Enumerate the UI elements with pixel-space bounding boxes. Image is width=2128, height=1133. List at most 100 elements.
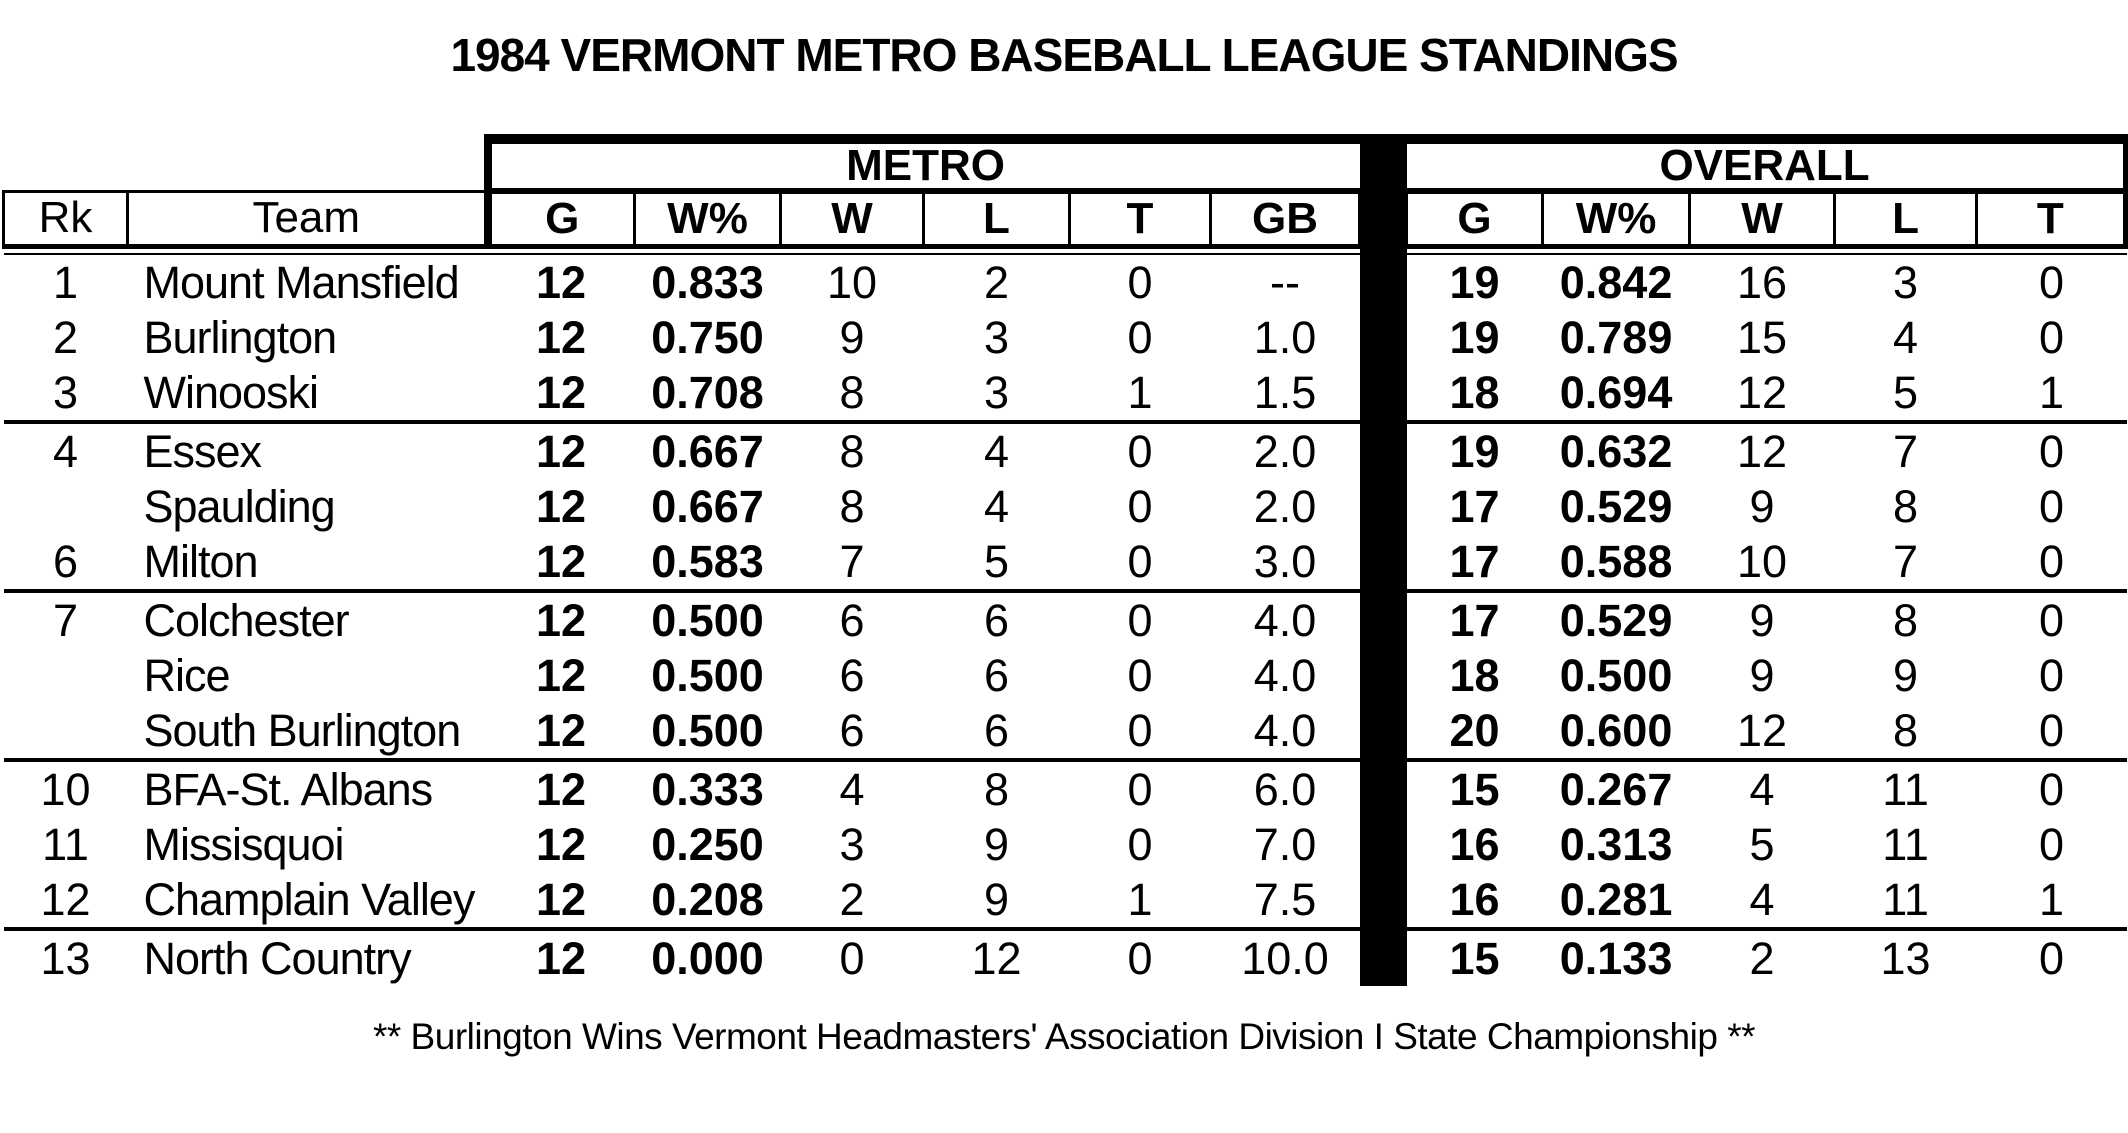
overall-stat-cell: 10 [1689,534,1835,593]
metro-stat-cell: 8 [839,481,865,532]
metro-stat-cell: 2 [983,257,1010,308]
double-rule-left [3,246,1360,255]
metro-stat-cell: 10 [826,257,878,308]
standings-row: 1 Mount Mansfield 12 0.833 10 2 0 -- 19 0.842 16 3 0 [4,254,2127,310]
overall-stat-cell: 17 [1449,595,1500,646]
overall-stat-cell: 0.313 [1559,819,1673,870]
divider-bar [1359,872,1407,931]
rank-cell [3,703,128,762]
metro-stat-cell: 0.000 [651,933,764,984]
overall-stat-cell: 0 [2039,933,2065,984]
metro-stat-cell: 7.5 [1210,872,1360,931]
divider-bar [1359,365,1407,424]
overall-stat-cell: 4 [1749,764,1775,815]
metro-stat-cell: 1 [1069,365,1211,424]
overall-stat-cell: 5 [1749,819,1775,870]
rank-cell [4,648,128,703]
overall-stat-cell: 0.588 [1542,534,1690,593]
team-cell: Winooski [127,365,488,424]
overall-stat-cell: 0.842 [1559,257,1673,308]
overall-stat-cell: 9 [1749,650,1775,701]
overall-stat-cell: 13 [1880,933,1931,984]
metro-stat-cell: 7.0 [1253,819,1317,870]
standings-row: South Burlington 12 0.500 6 6 0 4.0 20 0.600 12 8 0 [3,703,2127,762]
overall-stat-cell: 15 [1449,764,1500,815]
standings-row: 10 BFA-St. Albans 12 0.333 4 8 0 6.0 15 0.267 4 11 0 [4,760,2127,817]
metro-stat-cell: 0 [1127,595,1153,646]
metro-stat-cell: 6 [983,595,1010,646]
overall-stat-cell: 20 [1406,703,1543,762]
overall-stat-cell: 0 [2039,426,2065,477]
overall-stat-cell: 1 [1976,872,2127,931]
metro-stat-cell: 0.500 [651,650,764,701]
overall-stat-cell: 8 [1834,703,1977,762]
metro-w-header: W [779,189,925,249]
metro-stat-cell: 0.667 [651,481,764,532]
header-double-rule [3,246,2127,255]
overall-stat-cell: 0 [2039,650,2065,701]
overall-stat-cell: 11 [1834,872,1977,931]
overall-stat-cell: 19 [1449,257,1500,308]
divider-bar [1359,422,1407,479]
standings-row: 13 North Country 12 0.000 0 12 0 10.0 15 0.133 2 13… [4,929,2127,986]
divider-bar [1359,479,1407,534]
metro-stat-cell: 0 [1069,703,1211,762]
metro-stat-cell: 4 [839,764,865,815]
metro-stat-cell: 12 [535,819,587,870]
overall-stat-cell: 2 [1749,933,1775,984]
overall-stat-cell: 8 [1893,595,1919,646]
standings-body: 1 Mount Mansfield 12 0.833 10 2 0 -- 19 0.842 16 3 0… [3,254,2127,986]
team-cell: North Country [143,933,412,984]
divider-bar [1359,134,1407,191]
overall-stat-cell: 0.694 [1542,365,1690,424]
divider-bar [1359,254,1407,310]
metro-stat-cell: 12 [535,481,587,532]
divider-bar [1359,760,1407,817]
overall-stat-cell: 16 [1449,819,1500,870]
standings-row: 4 Essex 12 0.667 8 4 0 2.0 19 0.632 12 7 0 [4,422,2127,479]
metro-stat-cell: 3.0 [1210,534,1360,593]
overall-stat-cell: 1 [1976,365,2127,424]
group-header-blank [4,139,488,191]
team-cell: Rice [143,650,231,701]
metro-g-header: G [483,189,636,249]
team-cell: Mount Mansfield [143,257,460,308]
overall-stat-cell: 0.529 [1559,481,1673,532]
rank-cell [4,479,128,534]
metro-stat-cell: 4.0 [1210,703,1360,762]
metro-stat-cell: 12 [535,312,587,363]
metro-stat-cell: 2.0 [1253,481,1317,532]
double-rule-right [1406,246,2127,255]
overall-stat-cell: 0.281 [1542,872,1690,931]
standings-row: 2 Burlington 12 0.750 9 3 0 1.0 19 0.789 15 4 0 [4,310,2127,365]
overall-stat-cell: 17 [1449,481,1500,532]
overall-stat-cell: 8 [1893,481,1919,532]
metro-stat-cell: 12 [535,257,587,308]
overall-stat-cell: 12 [1689,703,1835,762]
overall-stat-cell: 0.632 [1559,426,1673,477]
standings-row: 6 Milton 12 0.583 7 5 0 3.0 17 0.588 10 7 0 [3,534,2127,593]
divider-bar [1359,703,1407,762]
overall-stat-cell: 0 [2039,481,2065,532]
overall-stat-cell: 3 [1893,257,1919,308]
metro-stat-cell: 9 [923,872,1070,931]
standings-table: METRO OVERALL Rk Team G W% W L T GB G W%… [2,134,2128,986]
metro-stat-cell: 2.0 [1253,426,1317,477]
overall-stat-cell: 4 [1689,872,1835,931]
metro-stat-cell: 0 [1127,650,1153,701]
standings-row: 12 Champlain Valley 12 0.208 2 9 1 7.5 16 0.281 4 1… [3,872,2127,931]
metro-stat-cell: 9 [839,312,865,363]
overall-t-header: T [1975,189,2128,249]
metro-stat-cell: 3 [923,365,1070,424]
metro-stat-cell: 4 [983,426,1010,477]
overall-stat-cell: 9 [1749,481,1775,532]
overall-stat-cell: 0.267 [1559,764,1673,815]
metro-stat-cell: 0.708 [634,365,781,424]
rank-cell: 1 [52,257,79,308]
page-title: 1984 VERMONT METRO BASEBALL LEAGUE STAND… [450,29,1678,81]
metro-stat-cell: 12 [487,872,635,931]
standings-row: 3 Winooski 12 0.708 8 3 1 1.5 18 0.694 12 5 1 [3,365,2127,424]
metro-stat-cell: 4.0 [1253,595,1317,646]
overall-stat-cell: 17 [1406,534,1543,593]
overall-stat-cell: 15 [1737,312,1788,363]
